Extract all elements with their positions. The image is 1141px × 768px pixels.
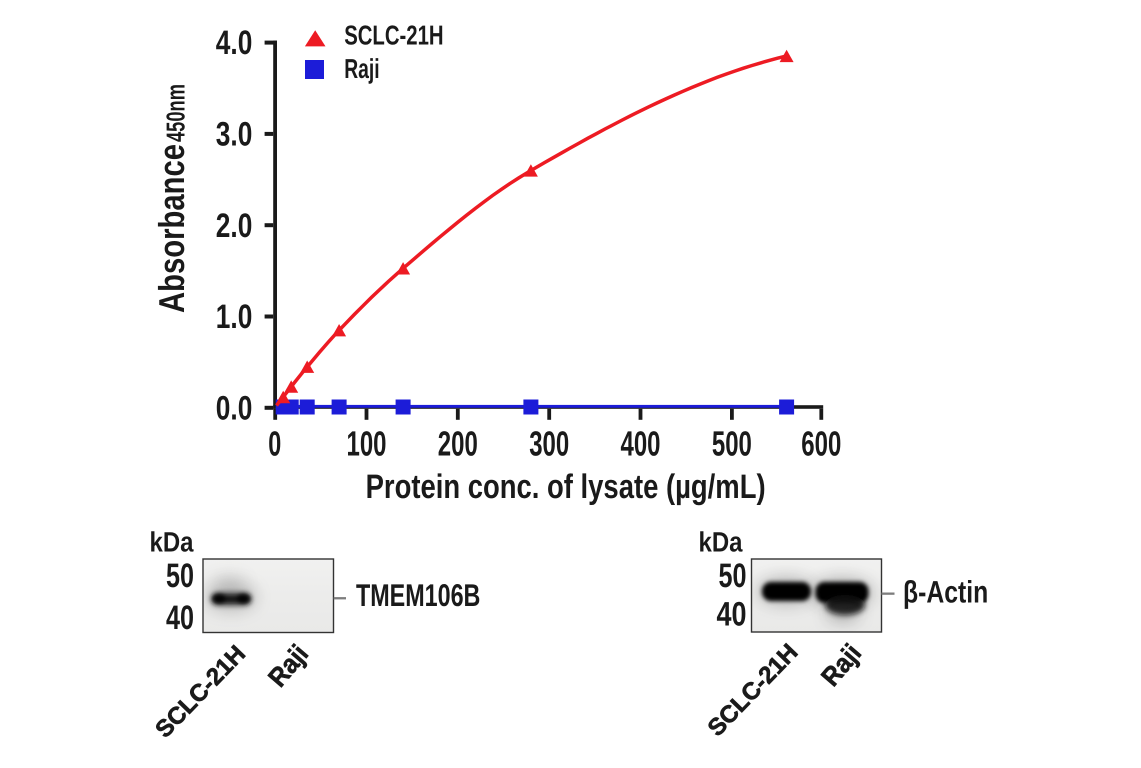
svg-text:4.0: 4.0 <box>216 24 253 62</box>
svg-text:450nm: 450nm <box>160 84 190 142</box>
svg-text:50: 50 <box>719 557 747 595</box>
svg-text:Raji: Raji <box>815 638 867 692</box>
svg-text:kDa: kDa <box>699 527 743 558</box>
svg-text:50: 50 <box>166 557 194 595</box>
svg-text:100: 100 <box>347 425 387 464</box>
svg-text:1.0: 1.0 <box>216 298 253 336</box>
svg-text:300: 300 <box>529 425 569 464</box>
svg-text:Protein conc. of lysate (µg/mL: Protein conc. of lysate (µg/mL) <box>366 468 766 506</box>
svg-text:SCLC-21H: SCLC-21H <box>150 640 251 743</box>
svg-text:Raji: Raji <box>344 53 379 84</box>
svg-text:200: 200 <box>438 425 478 464</box>
svg-text:2.0: 2.0 <box>216 207 253 245</box>
svg-text:40: 40 <box>717 596 747 634</box>
svg-text:400: 400 <box>621 425 661 464</box>
svg-text:3.0: 3.0 <box>216 116 253 154</box>
svg-text:40: 40 <box>166 599 194 637</box>
svg-text:SCLC-21H: SCLC-21H <box>344 19 443 50</box>
svg-text:0.0: 0.0 <box>216 389 253 427</box>
svg-text:0: 0 <box>268 425 281 464</box>
svg-text:Absorbance: Absorbance <box>151 144 192 313</box>
svg-text:TMEM106B: TMEM106B <box>356 577 480 613</box>
svg-text:600: 600 <box>801 425 841 464</box>
svg-text:Raji: Raji <box>262 639 314 693</box>
svg-text:500: 500 <box>712 425 752 464</box>
svg-text:β-Actin: β-Actin <box>903 575 988 610</box>
svg-text:kDa: kDa <box>150 527 194 558</box>
svg-text:SCLC-21H: SCLC-21H <box>703 639 804 742</box>
